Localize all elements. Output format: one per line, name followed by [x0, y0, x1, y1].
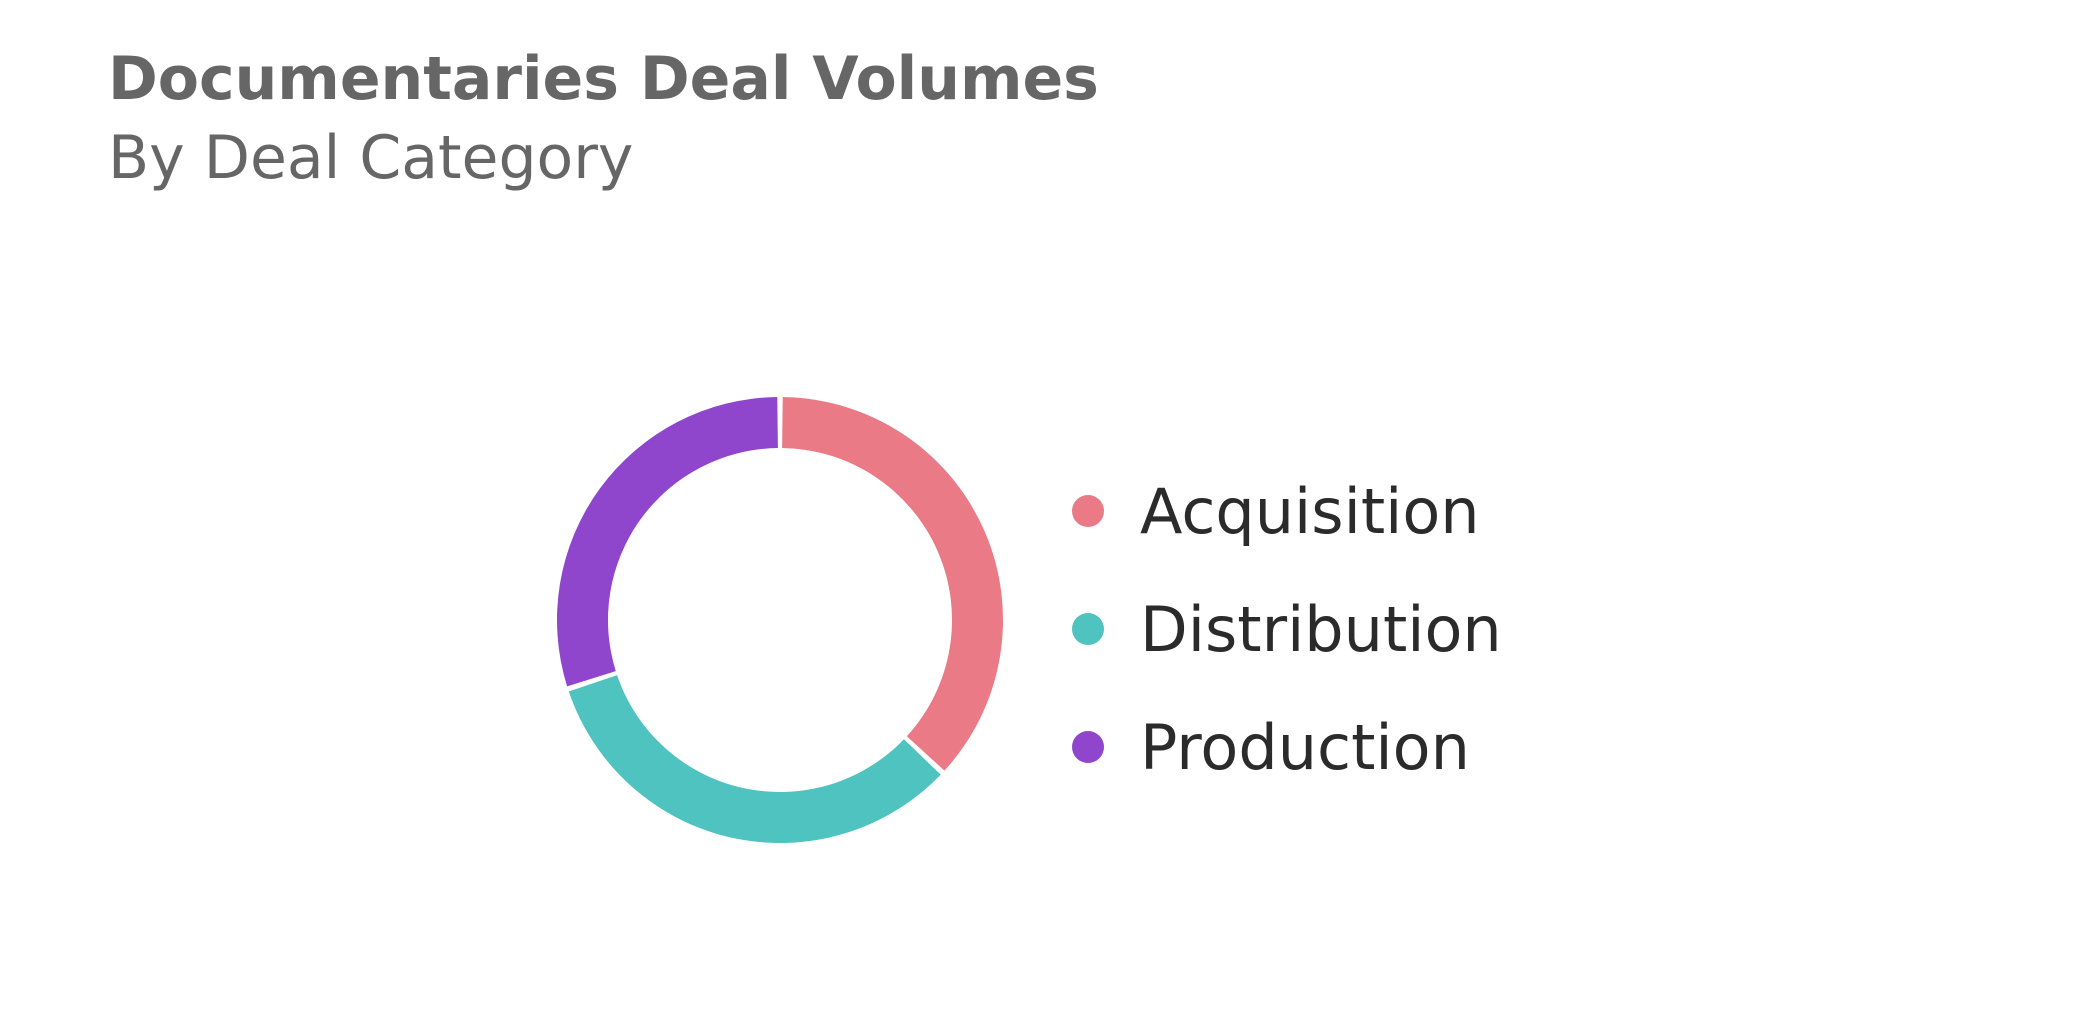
chart-title: Documentaries Deal Volumes: [108, 44, 1099, 114]
legend-label: Distribution: [1140, 592, 1502, 666]
donut-slice-acquisition[interactable]: [782, 397, 1003, 771]
donut-chart: [557, 397, 1003, 843]
legend-item-acquisition[interactable]: Acquisition: [1072, 452, 1502, 570]
legend-item-production[interactable]: Production: [1072, 688, 1502, 806]
legend-dot-icon: [1072, 731, 1104, 763]
donut-slice-production[interactable]: [557, 397, 778, 687]
legend-label: Acquisition: [1140, 474, 1480, 548]
legend-label: Production: [1140, 710, 1470, 784]
donut-slice-distribution[interactable]: [568, 675, 941, 843]
chart-header: Documentaries Deal Volumes By Deal Categ…: [108, 40, 1099, 198]
legend-dot-icon: [1072, 613, 1104, 645]
chart-legend: Acquisition Distribution Production: [1072, 452, 1502, 806]
legend-dot-icon: [1072, 495, 1104, 527]
legend-item-distribution[interactable]: Distribution: [1072, 570, 1502, 688]
chart-subtitle: By Deal Category: [108, 123, 634, 193]
